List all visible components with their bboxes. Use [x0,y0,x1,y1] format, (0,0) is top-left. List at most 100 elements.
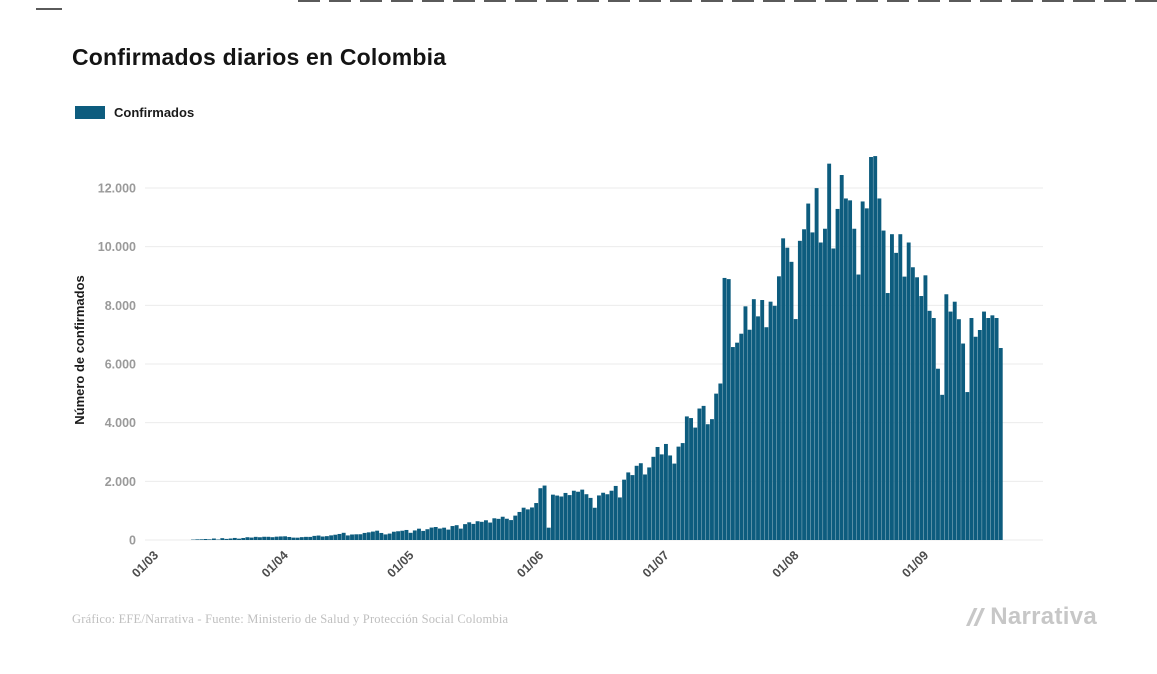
bar [961,343,966,540]
bar [458,528,463,540]
bar [350,534,354,540]
bar [626,472,631,540]
bar [366,532,371,540]
bar [496,518,501,540]
bar [211,538,216,540]
bar [454,525,459,540]
bar [869,157,873,540]
bar [622,479,627,540]
bar [266,536,271,540]
y-tick-label: 12.000 [98,182,136,196]
bar [881,230,886,540]
bar [634,465,639,540]
bar [492,518,497,540]
bar [391,531,396,540]
bar [567,495,572,540]
bar [442,527,447,540]
y-tick-label: 0 [129,534,136,548]
bar [630,475,635,540]
bar [852,228,857,541]
bar [998,348,1003,540]
bar [785,247,790,540]
bar [299,537,304,540]
bar [509,520,514,540]
bar [576,491,580,540]
bar [973,336,978,540]
bar [714,393,719,540]
bar [396,531,401,540]
y-tick-label: 10.000 [98,240,136,254]
bar [768,301,773,540]
legend-swatch-confirmados [75,106,105,119]
bar [919,296,924,540]
bar [580,489,585,540]
bar [471,523,476,540]
legend: Confirmados [75,105,194,120]
bar [253,536,258,540]
bar [605,494,610,540]
bar [513,515,518,540]
bar [839,175,844,540]
bar [948,311,953,540]
narrativa-wordmark: Narrativa [990,603,1097,630]
bar [437,528,442,540]
bar [923,275,928,540]
bar [274,536,279,540]
bar [994,318,999,540]
x-tick-label: 01/06 [514,548,546,580]
bar [609,490,614,540]
bar [597,495,601,540]
bar [362,532,367,540]
bar [860,201,865,540]
bar [450,526,455,540]
bar [617,497,622,540]
bar [944,294,949,540]
bar [902,276,907,540]
bar [663,443,668,540]
bar [287,536,292,540]
bar [425,529,430,540]
bar [885,293,890,540]
bar [504,518,509,540]
bar [936,368,940,540]
bar [258,537,262,540]
bar [446,529,451,540]
bar [530,507,534,540]
bar [345,535,350,540]
bar [873,156,878,540]
bar [697,408,702,540]
bar [203,539,208,540]
bar [710,419,714,540]
x-tick-label: 01/09 [899,548,931,580]
bar [421,530,426,540]
corner-dash-artifact [36,8,62,10]
bar [751,299,756,540]
bar [588,497,593,540]
y-tick-label: 2.000 [105,475,136,489]
bar [412,530,417,540]
bar [982,311,986,540]
x-tick-label: 01/03 [129,548,161,580]
x-tick-label: 01/05 [385,548,417,580]
bar [224,538,229,540]
bar [689,418,693,540]
bar [743,306,748,540]
narrativa-logo: Narrativa [965,603,1097,631]
source-credit: Gráfico: EFE/Narrativa - Fuente: Ministe… [72,612,509,626]
bar [655,446,660,540]
bar [333,534,338,540]
bar [308,536,313,540]
bar [806,203,811,541]
bar [538,488,543,540]
bar [890,234,894,540]
bar [969,318,974,540]
bar [856,274,861,540]
narrativa-logo-icon [966,608,986,626]
bar [756,316,760,540]
bar [843,198,848,540]
x-tick-label: 01/08 [770,548,802,580]
bar [705,424,710,540]
bar [722,277,727,540]
bar [291,537,296,540]
x-tick-label: 01/04 [259,548,291,580]
